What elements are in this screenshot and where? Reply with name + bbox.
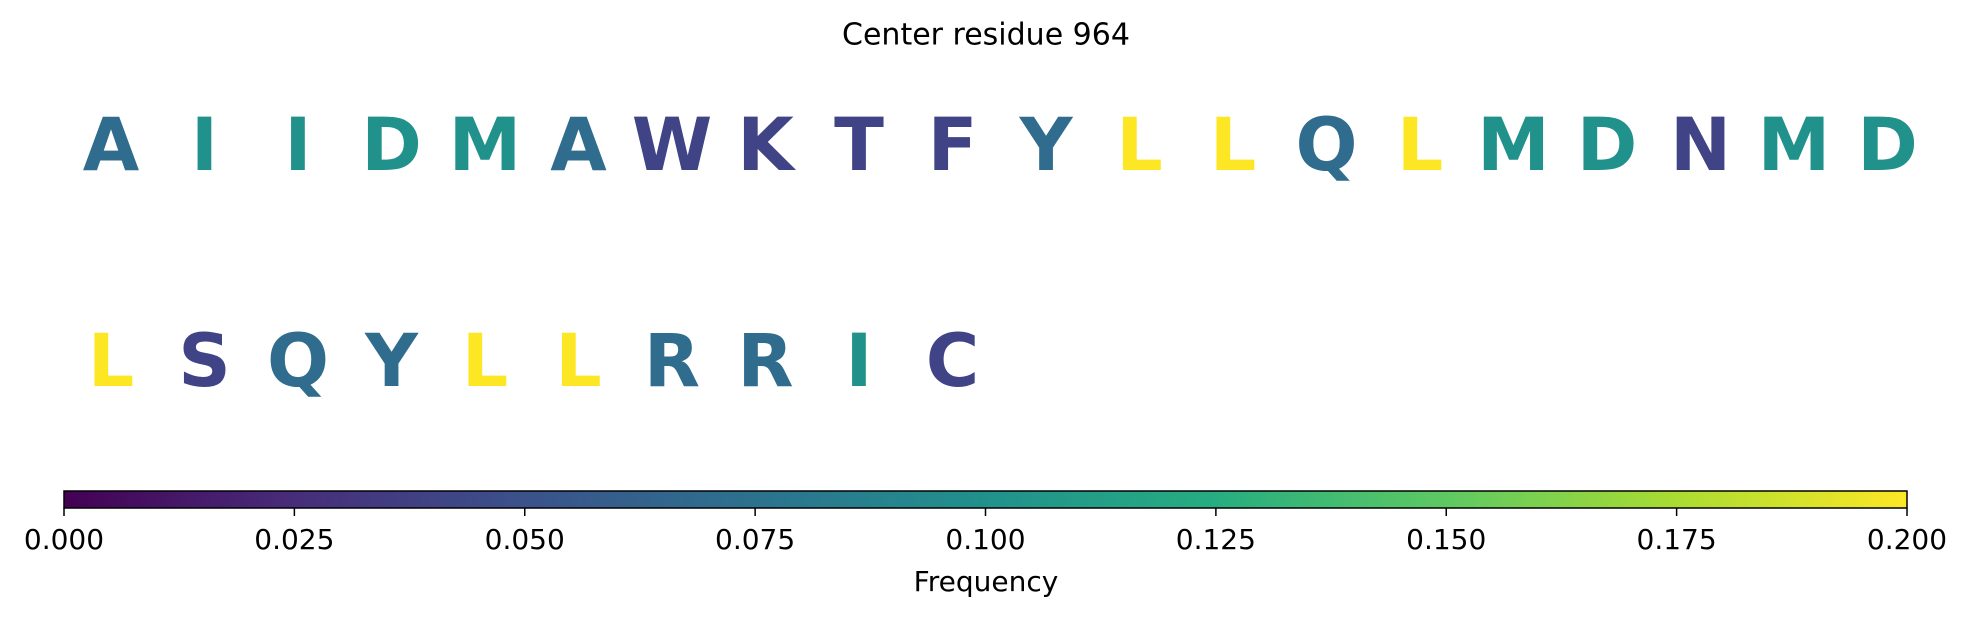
residue-letter: D — [361, 103, 422, 188]
residue-letter: L — [462, 319, 509, 404]
tick-label: 0.000 — [24, 523, 104, 556]
residue-letter: M — [1758, 103, 1831, 188]
residue-letter: N — [1670, 103, 1731, 188]
residue-letter: T — [834, 103, 884, 188]
residue-letter: R — [737, 319, 793, 404]
residue-letter: M — [449, 103, 522, 188]
residue-letter: A — [83, 103, 140, 188]
residue-letter: I — [191, 103, 218, 188]
tick-label: 0.025 — [254, 523, 334, 556]
residue-letter: Y — [1019, 103, 1074, 188]
residue-letter: L — [1116, 103, 1163, 188]
residue-letter: A — [550, 103, 607, 188]
residue-letter: W — [632, 103, 713, 188]
tick-label: 0.125 — [1176, 523, 1256, 556]
residue-letter: F — [928, 103, 978, 188]
residue-letter: M — [1477, 103, 1550, 188]
residue-letter: D — [1577, 103, 1638, 188]
residue-letter: S — [178, 319, 231, 404]
residue-letter: L — [1397, 103, 1444, 188]
tick-label: 0.175 — [1637, 523, 1717, 556]
residue-letter: K — [737, 103, 796, 188]
residue-letter: D — [1857, 103, 1918, 188]
residue-letter: C — [926, 319, 980, 404]
tick-label: 0.150 — [1406, 523, 1486, 556]
residue-letter: R — [644, 319, 700, 404]
residue-letter: Q — [1295, 103, 1357, 188]
residue-letter: I — [284, 103, 311, 188]
colorbar — [63, 490, 1908, 509]
residue-letter: Q — [267, 319, 329, 404]
tick-label: 0.200 — [1867, 523, 1947, 556]
residue-letter: Y — [364, 319, 419, 404]
residue-letter: L — [88, 319, 135, 404]
colorbar-label: Frequency — [914, 565, 1059, 598]
residue-letter: L — [555, 319, 602, 404]
chart-title: Center residue 964 — [842, 18, 1130, 53]
residue-letter: L — [1210, 103, 1257, 188]
tick-label: 0.075 — [715, 523, 795, 556]
tick-label: 0.100 — [945, 523, 1025, 556]
residue-letter: I — [845, 319, 872, 404]
tick-label: 0.050 — [485, 523, 565, 556]
